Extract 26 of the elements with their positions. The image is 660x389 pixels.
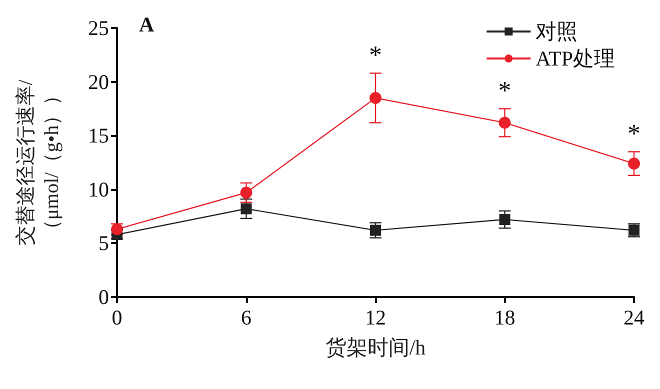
legend-label: ATP处理 bbox=[536, 46, 616, 70]
x-axis-title: 货架时间/h bbox=[325, 336, 426, 360]
x-tick-label: 18 bbox=[494, 306, 516, 330]
annotation: A bbox=[139, 12, 155, 36]
annotation: * bbox=[498, 76, 512, 106]
x-tick-label: 6 bbox=[241, 306, 252, 330]
y-tick-label: 10 bbox=[88, 177, 109, 202]
point bbox=[628, 158, 640, 170]
y-tick-label: 5 bbox=[98, 231, 109, 256]
point bbox=[499, 214, 510, 226]
y-tick-label: 0 bbox=[98, 285, 109, 309]
annotation: * bbox=[628, 119, 640, 148]
x-tick-label: 12 bbox=[365, 306, 386, 330]
y-tick-label: 25 bbox=[88, 16, 109, 40]
point bbox=[240, 186, 252, 199]
legend-label: 对照 bbox=[536, 20, 578, 44]
y-tick-label: 15 bbox=[88, 124, 109, 148]
y-tick-label: 20 bbox=[88, 70, 109, 94]
x-tick-label: 24 bbox=[624, 306, 645, 330]
point bbox=[370, 224, 381, 236]
point bbox=[498, 116, 511, 129]
point bbox=[111, 223, 123, 236]
annotation: * bbox=[369, 40, 382, 70]
point bbox=[240, 203, 252, 214]
y-axis-title: 交替途径运行速率/ （μmol/（g•h）） bbox=[15, 79, 63, 246]
point bbox=[370, 92, 382, 104]
